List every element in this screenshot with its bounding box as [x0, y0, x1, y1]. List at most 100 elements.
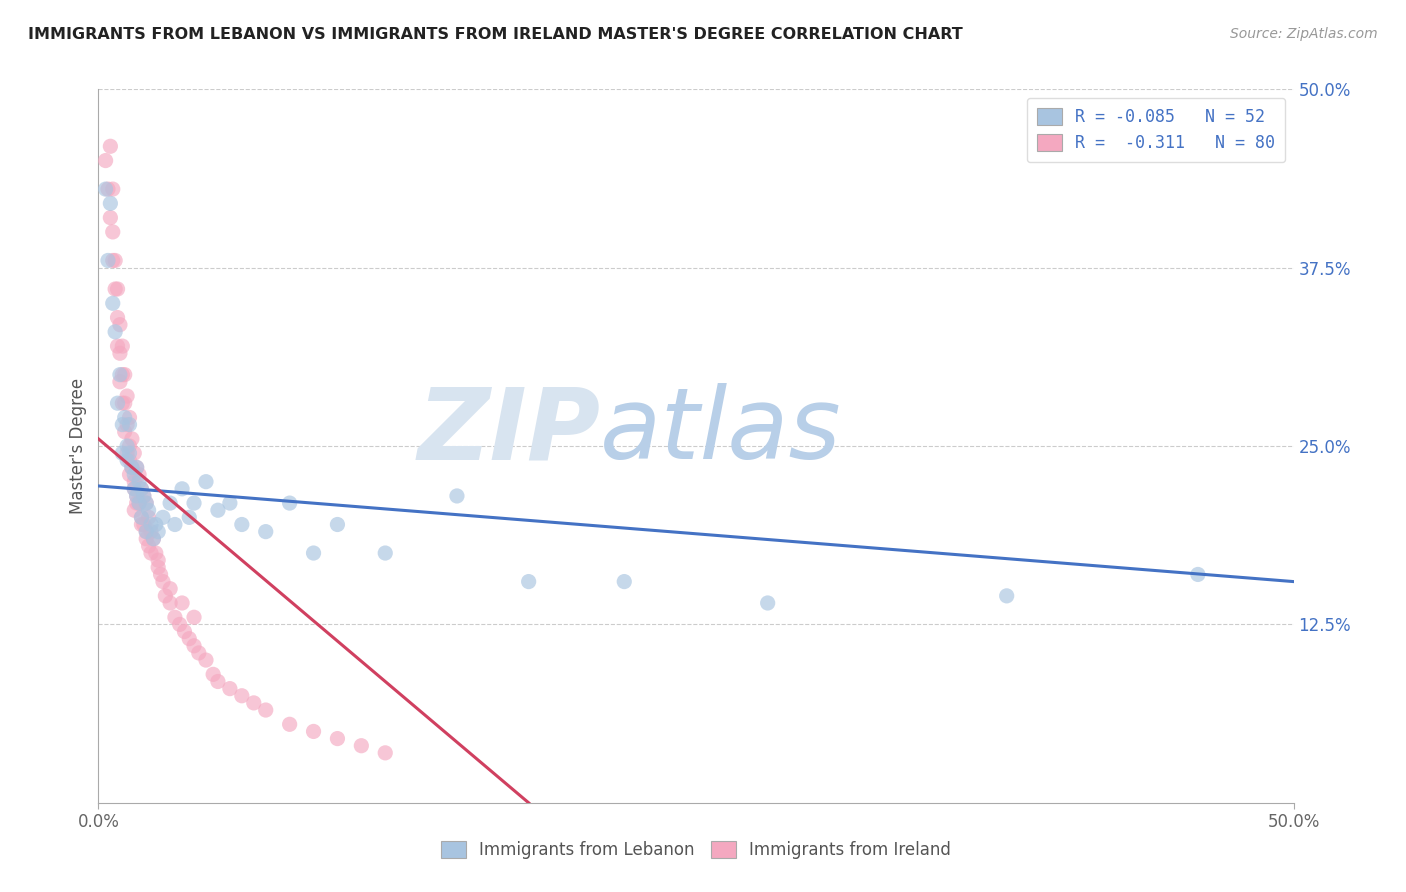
Point [138, 510, 160, 524]
Point [172, 482, 194, 496]
Point [278, 717, 301, 731]
Point [163, 610, 186, 624]
Point [446, 489, 468, 503]
Legend: Immigrants from Lebanon, Immigrants from Ireland: Immigrants from Lebanon, Immigrants from… [434, 834, 957, 866]
Point [138, 539, 160, 553]
Point [326, 731, 349, 746]
Point [231, 517, 253, 532]
Point [107, 396, 129, 410]
Point [169, 617, 191, 632]
Point [155, 589, 177, 603]
Point [121, 460, 143, 475]
Point [139, 546, 162, 560]
Point [152, 510, 174, 524]
Point [374, 746, 396, 760]
Point [145, 546, 167, 560]
Point [115, 446, 138, 460]
Point [172, 596, 194, 610]
Point [135, 496, 157, 510]
Point [101, 225, 124, 239]
Point [115, 389, 138, 403]
Point [132, 489, 155, 503]
Point [111, 446, 134, 460]
Point [121, 460, 143, 475]
Point [179, 632, 201, 646]
Point [115, 417, 138, 432]
Point [179, 510, 201, 524]
Point [114, 425, 136, 439]
Point [124, 482, 146, 496]
Point [243, 696, 266, 710]
Point [124, 475, 146, 489]
Point [132, 489, 155, 503]
Point [613, 574, 636, 589]
Point [194, 653, 218, 667]
Point [219, 496, 242, 510]
Point [101, 182, 124, 196]
Point [148, 524, 170, 539]
Point [135, 532, 157, 546]
Point [128, 475, 150, 489]
Point [374, 546, 396, 560]
Point [101, 296, 124, 310]
Point [111, 417, 134, 432]
Point [98, 139, 122, 153]
Point [128, 496, 150, 510]
Point [104, 325, 127, 339]
Point [159, 496, 181, 510]
Point [183, 496, 205, 510]
Point [159, 596, 181, 610]
Point [131, 510, 153, 524]
Point [148, 553, 170, 567]
Point [107, 339, 129, 353]
Point [302, 546, 325, 560]
Point [254, 703, 277, 717]
Point [118, 467, 141, 482]
Point [124, 482, 146, 496]
Point [108, 375, 131, 389]
Point [326, 517, 349, 532]
Point [756, 596, 779, 610]
Point [152, 574, 174, 589]
Point [131, 482, 153, 496]
Point [131, 517, 153, 532]
Point [94, 182, 117, 196]
Point [114, 368, 136, 382]
Point [995, 589, 1018, 603]
Point [302, 724, 325, 739]
Point [128, 496, 150, 510]
Point [107, 310, 129, 325]
Text: ZIP: ZIP [418, 384, 600, 480]
Text: IMMIGRANTS FROM LEBANON VS IMMIGRANTS FROM IRELAND MASTER'S DEGREE CORRELATION C: IMMIGRANTS FROM LEBANON VS IMMIGRANTS FR… [28, 27, 963, 42]
Point [118, 446, 141, 460]
Point [118, 417, 141, 432]
Point [187, 646, 209, 660]
Point [111, 396, 134, 410]
Point [254, 524, 277, 539]
Point [135, 524, 157, 539]
Point [124, 467, 146, 482]
Point [183, 639, 205, 653]
Point [145, 517, 167, 532]
Point [111, 368, 134, 382]
Point [159, 582, 181, 596]
Point [125, 489, 148, 503]
Point [142, 532, 165, 546]
Point [142, 532, 165, 546]
Point [278, 496, 301, 510]
Point [114, 410, 136, 425]
Point [139, 524, 162, 539]
Point [94, 153, 117, 168]
Point [107, 282, 129, 296]
Text: Source: ZipAtlas.com: Source: ZipAtlas.com [1230, 27, 1378, 41]
Point [1187, 567, 1209, 582]
Point [138, 503, 160, 517]
Point [231, 689, 253, 703]
Point [101, 253, 124, 268]
Point [207, 674, 229, 689]
Point [108, 368, 131, 382]
Text: atlas: atlas [600, 384, 842, 480]
Point [202, 667, 225, 681]
Point [125, 489, 148, 503]
Point [125, 460, 148, 475]
